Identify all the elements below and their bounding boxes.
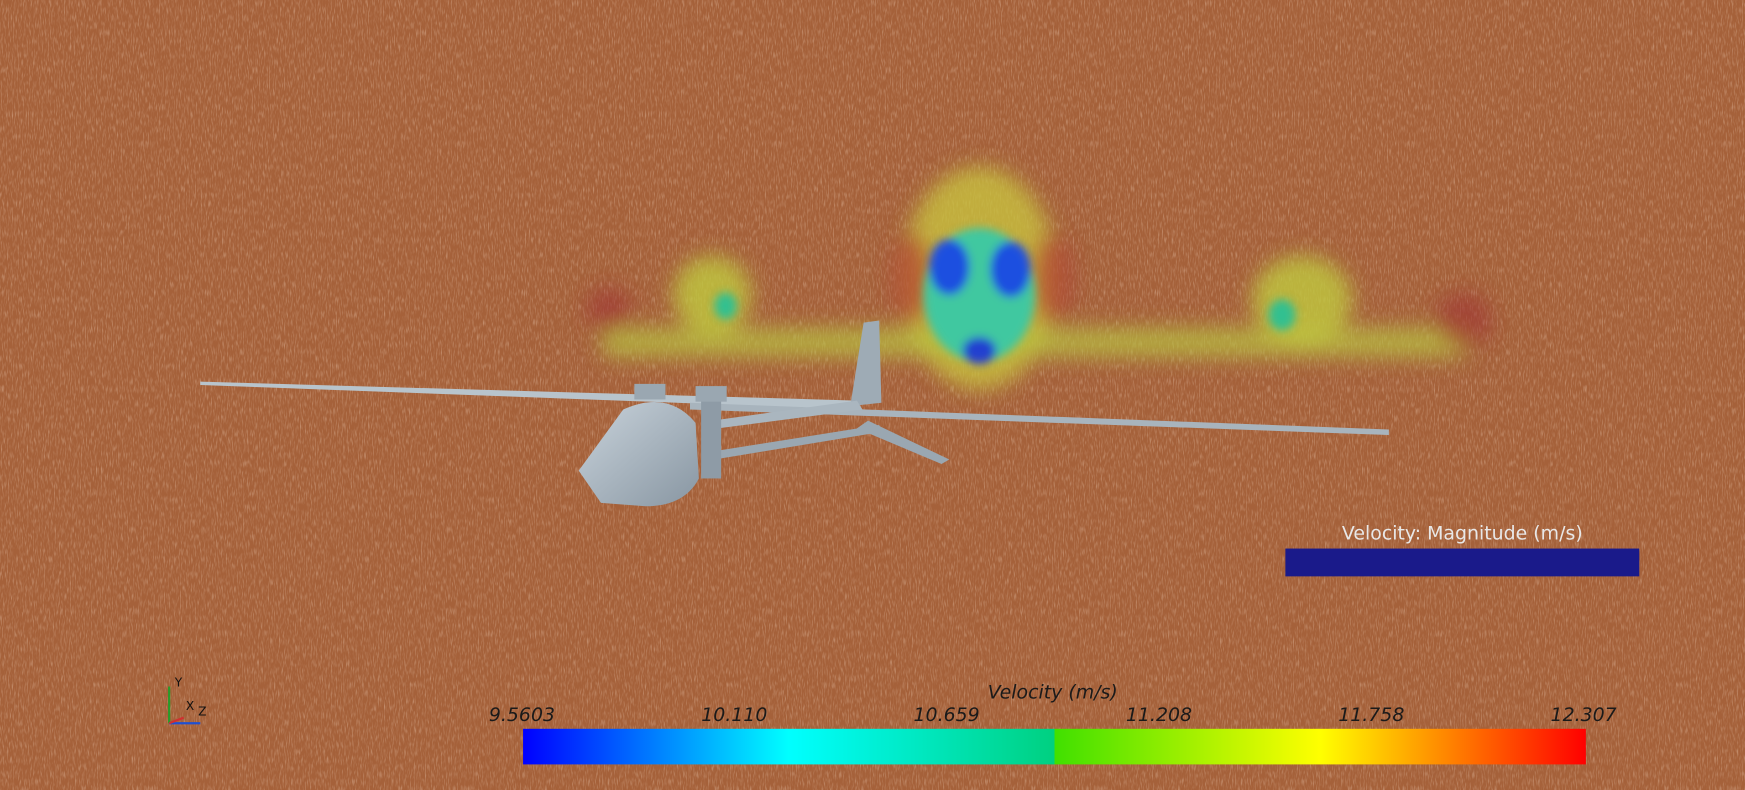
tail-fin (850, 320, 882, 407)
boom (712, 400, 863, 429)
wake-blue (962, 337, 997, 364)
wake-vortex (1251, 255, 1353, 345)
wake-red (1031, 233, 1072, 323)
colorbar-tick-label: 10.110 (701, 704, 767, 726)
aircraft (200, 320, 1389, 507)
wake-vortex (673, 255, 752, 334)
colorbar (523, 728, 1586, 765)
wake-blue (990, 241, 1031, 298)
axis-label: X (186, 699, 194, 713)
wake-vortex (1435, 292, 1492, 349)
wake-red (892, 233, 933, 323)
boom (717, 425, 883, 459)
wake-vortex (586, 287, 632, 332)
colorbar-tick-label: 11.758 (1338, 704, 1404, 726)
wing-right (689, 402, 1389, 436)
fuselage (578, 401, 699, 507)
colorbar-tick-label: 10.659 (914, 704, 980, 726)
colorbar-tick-label: 11.208 (1126, 704, 1192, 726)
axis-x (168, 716, 185, 725)
colorbar-tick-label: 9.5603 (489, 704, 555, 726)
wake-green (1268, 299, 1296, 331)
pylon (701, 395, 722, 479)
wing-left (200, 381, 857, 410)
legend-title: Velocity: Magnitude (m/s) (1342, 523, 1583, 545)
colorbar-ticks: 9.5603 10.110 10.659 11.208 11.758 12.307 (489, 704, 1617, 726)
axis-label: Z (198, 704, 206, 718)
wake-sheet (600, 328, 1470, 358)
axis-triad: Y X Z (168, 676, 206, 725)
axis-label: Y (174, 676, 183, 690)
wake-green (714, 292, 737, 320)
legend-bar (1285, 548, 1640, 577)
colorbar-tick-label: 12.307 (1551, 704, 1617, 726)
wake-field (586, 166, 1492, 390)
wake-blue (929, 239, 970, 295)
pod (634, 383, 666, 400)
colorbar-title: Velocity (m/s) (988, 682, 1118, 704)
pod (695, 386, 727, 402)
